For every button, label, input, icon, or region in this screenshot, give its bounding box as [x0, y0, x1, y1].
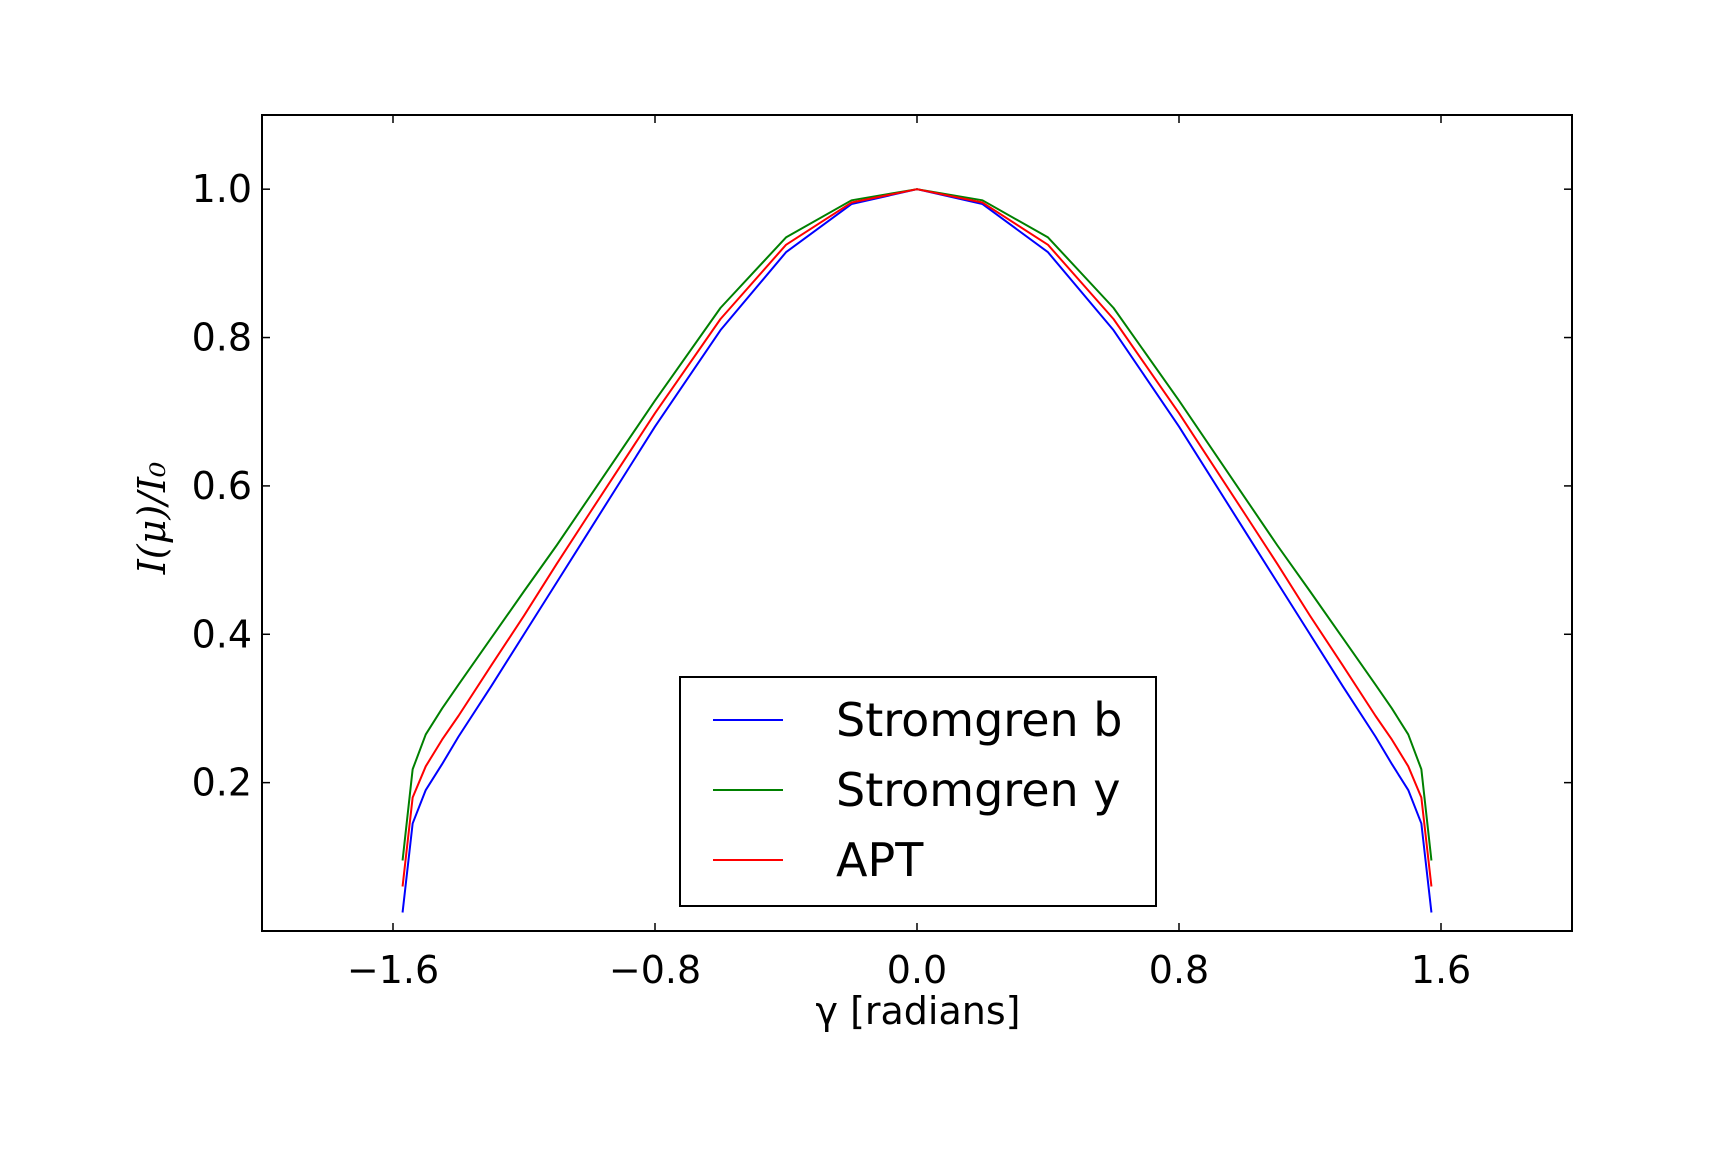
y-tick-label: 0.4: [192, 612, 252, 656]
y-tick-label: 1.0: [192, 167, 252, 211]
svg-text:γ [radians]: γ [radians]: [816, 989, 1021, 1033]
legend-label: APT: [836, 833, 924, 887]
y-tick-label: 0.8: [192, 316, 252, 360]
x-tick-label: 1.6: [1411, 948, 1471, 992]
legend: Stromgren b Stromgren y APT: [679, 676, 1157, 907]
legend-label: Stromgren y: [836, 763, 1121, 817]
y-tick-label: 0.2: [192, 761, 252, 805]
x-tick-label: −1.6: [347, 948, 439, 992]
x-axis-label: γ [radians]: [816, 989, 1021, 1033]
series-layer: [401, 188, 1433, 913]
x-tick-label: −0.8: [609, 948, 701, 992]
legend-label: Stromgren b: [836, 693, 1122, 747]
svg-text:I(μ)/I₀: I(μ)/I₀: [130, 462, 174, 575]
y-axis-label: I(μ)/I₀: [130, 462, 174, 575]
y-tick-label: 0.6: [192, 464, 252, 508]
x-tick-label: 0.0: [887, 948, 947, 992]
legend-box: [679, 676, 1157, 907]
series-line-apt: [401, 188, 1433, 887]
axes-frame: [261, 114, 1573, 932]
ticks-layer: −1.6 −0.8 0.0 0.8 1.6 0.2 0.4 0.6 0.8 1.0: [192, 115, 1572, 992]
x-tick-label: 0.8: [1149, 948, 1209, 992]
